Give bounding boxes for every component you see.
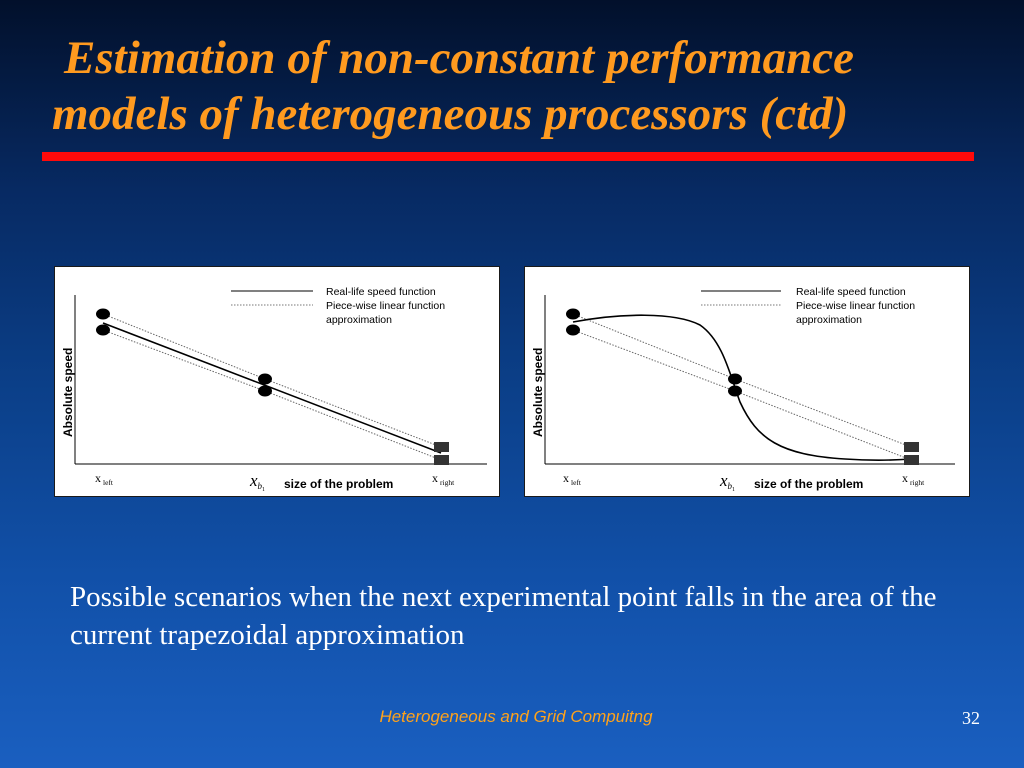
point-left-lower [96,324,110,336]
title-underline [42,152,974,161]
approx-upper-segment-2 [734,378,912,448]
legend-dotted-label-1: Piece-wise linear function [326,300,445,312]
approx-lower-segment-1 [102,329,266,392]
real-speed-curve [572,314,912,461]
approx-lower-segment-2 [734,390,912,461]
legend-dotted-label-2: approximation [796,314,862,326]
point-right-lower [434,455,449,465]
diagram-panel-right: Absolute speed Real-life speed function … [524,266,970,497]
point-mid-lower [258,385,272,397]
point-mid-upper [728,373,742,385]
x-right-label: x right [902,471,925,487]
legend-solid-label: Real-life speed function [326,286,436,298]
slide-caption: Possible scenarios when the next experim… [70,581,937,651]
slide-title: Estimation of non-constant performance m… [52,30,992,142]
x-b1-label: xb1 [719,471,735,493]
y-axis-label: Absolute speed [61,348,75,437]
x-left-label: x left [563,471,582,487]
approx-upper-segment-2 [264,378,442,448]
point-right-lower [904,455,919,465]
x-b1-label: xb1 [249,471,265,493]
approx-upper-segment-1 [102,313,266,380]
x-right-label: x right [432,471,455,487]
x-axis-label: size of the problem [754,477,863,491]
slide-title-line-2: models of heterogeneous processors (ctd) [52,88,849,140]
diagram-right: Absolute speed Real-life speed function … [531,286,955,493]
point-mid-upper [258,373,272,385]
legend-solid-label: Real-life speed function [796,286,906,298]
slide-footer: Heterogeneous and Grid Compuitng [379,707,653,726]
legend-dotted-label-1: Piece-wise linear function [796,300,915,312]
y-axis-label: Absolute speed [531,348,545,437]
point-left-lower [566,324,580,336]
real-speed-curve [102,322,442,454]
page-number: 32 [962,708,980,728]
approx-lower-segment-1 [572,329,736,392]
point-left-upper [566,308,580,320]
diagram-panel-left: Absolute speed Real-life speed function … [54,266,500,497]
approx-upper-segment-1 [572,313,736,380]
approx-lower-segment-2 [264,390,442,461]
point-right-upper [904,442,919,452]
x-left-label: x left [95,471,114,487]
slide-title-line-1: Estimation of non-constant performance [64,32,854,84]
point-right-upper [434,442,449,452]
point-mid-lower [728,385,742,397]
legend-dotted-label-2: approximation [326,314,392,326]
diagram-left: Absolute speed Real-life speed function … [61,286,487,493]
point-left-upper [96,308,110,320]
x-axis-label: size of the problem [284,477,393,491]
